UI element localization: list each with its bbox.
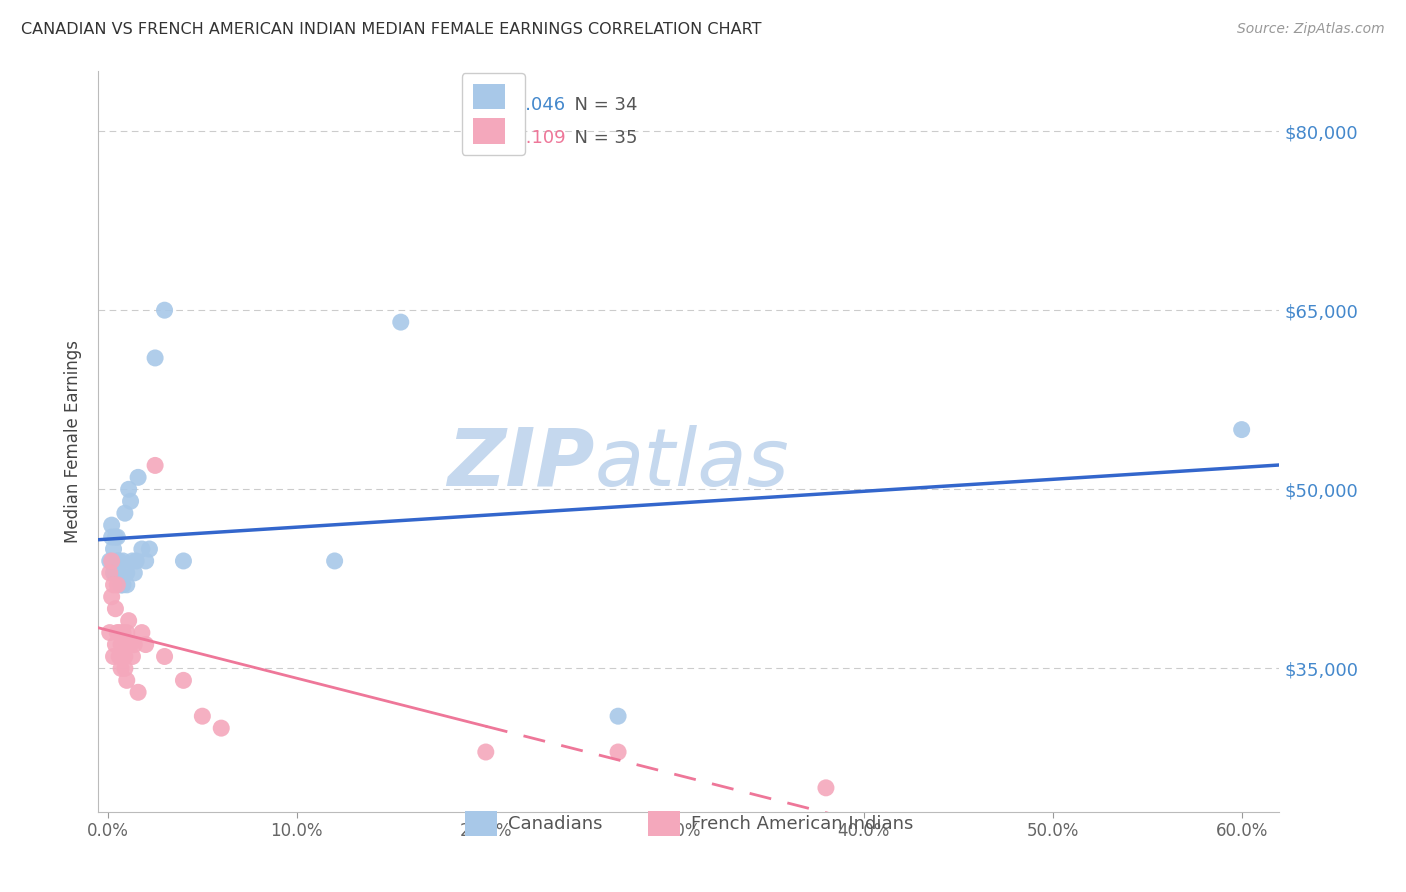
Point — [124, 566, 146, 580]
Point — [125, 554, 148, 568]
Point — [135, 638, 157, 652]
Point — [607, 745, 630, 759]
Point — [103, 649, 125, 664]
Point — [118, 614, 141, 628]
Text: 0.046: 0.046 — [516, 95, 567, 113]
Point — [172, 673, 194, 688]
Point — [100, 518, 122, 533]
Point — [103, 566, 125, 580]
Point — [814, 780, 837, 795]
Text: N = 34: N = 34 — [562, 95, 637, 113]
Point — [103, 578, 125, 592]
Point — [114, 506, 136, 520]
Point — [98, 566, 121, 580]
Text: ZIP: ZIP — [447, 425, 595, 503]
Point — [111, 638, 134, 652]
Point — [104, 638, 127, 652]
Point — [121, 649, 143, 664]
Point — [111, 625, 134, 640]
Point — [120, 638, 142, 652]
Text: R =: R = — [471, 95, 515, 113]
Point — [127, 470, 149, 484]
Point — [115, 578, 138, 592]
Point — [115, 566, 138, 580]
Point — [103, 541, 125, 556]
Point — [143, 458, 166, 473]
Legend: Canadians, French American Indians: Canadians, French American Indians — [454, 800, 924, 847]
Point — [98, 554, 121, 568]
Text: R =: R = — [471, 129, 509, 147]
Point — [100, 530, 122, 544]
Point — [131, 625, 153, 640]
Text: atlas: atlas — [595, 425, 789, 503]
Point — [138, 541, 160, 556]
Point — [111, 554, 134, 568]
Text: -0.109: -0.109 — [508, 129, 565, 147]
Point — [105, 554, 128, 568]
Point — [153, 303, 176, 318]
Point — [115, 673, 138, 688]
Point — [105, 625, 128, 640]
Point — [114, 649, 136, 664]
Text: N = 35: N = 35 — [562, 129, 637, 147]
Point — [100, 590, 122, 604]
Point — [1230, 423, 1253, 437]
Point — [323, 554, 346, 568]
Point — [110, 661, 132, 675]
Point — [120, 494, 142, 508]
Point — [115, 625, 138, 640]
Point — [98, 625, 121, 640]
Point — [143, 351, 166, 365]
Point — [475, 745, 498, 759]
Point — [108, 554, 131, 568]
Point — [100, 554, 122, 568]
Point — [108, 625, 131, 640]
Point — [108, 566, 131, 580]
Point — [108, 649, 131, 664]
Point — [110, 578, 132, 592]
Point — [172, 554, 194, 568]
Point — [111, 578, 134, 592]
Point — [104, 566, 127, 580]
Point — [135, 554, 157, 568]
Point — [124, 638, 146, 652]
Point — [389, 315, 412, 329]
Point — [114, 661, 136, 675]
Point — [153, 649, 176, 664]
Y-axis label: Median Female Earnings: Median Female Earnings — [65, 340, 83, 543]
Point — [110, 638, 132, 652]
Point — [607, 709, 630, 723]
Point — [127, 685, 149, 699]
Point — [104, 601, 127, 615]
Text: CANADIAN VS FRENCH AMERICAN INDIAN MEDIAN FEMALE EARNINGS CORRELATION CHART: CANADIAN VS FRENCH AMERICAN INDIAN MEDIA… — [21, 22, 762, 37]
Point — [209, 721, 232, 735]
Point — [110, 578, 132, 592]
Point — [104, 530, 127, 544]
Point — [105, 530, 128, 544]
Text: Source: ZipAtlas.com: Source: ZipAtlas.com — [1237, 22, 1385, 37]
Point — [121, 554, 143, 568]
Point — [131, 541, 153, 556]
Point — [191, 709, 214, 723]
Point — [105, 578, 128, 592]
Point — [118, 483, 141, 497]
